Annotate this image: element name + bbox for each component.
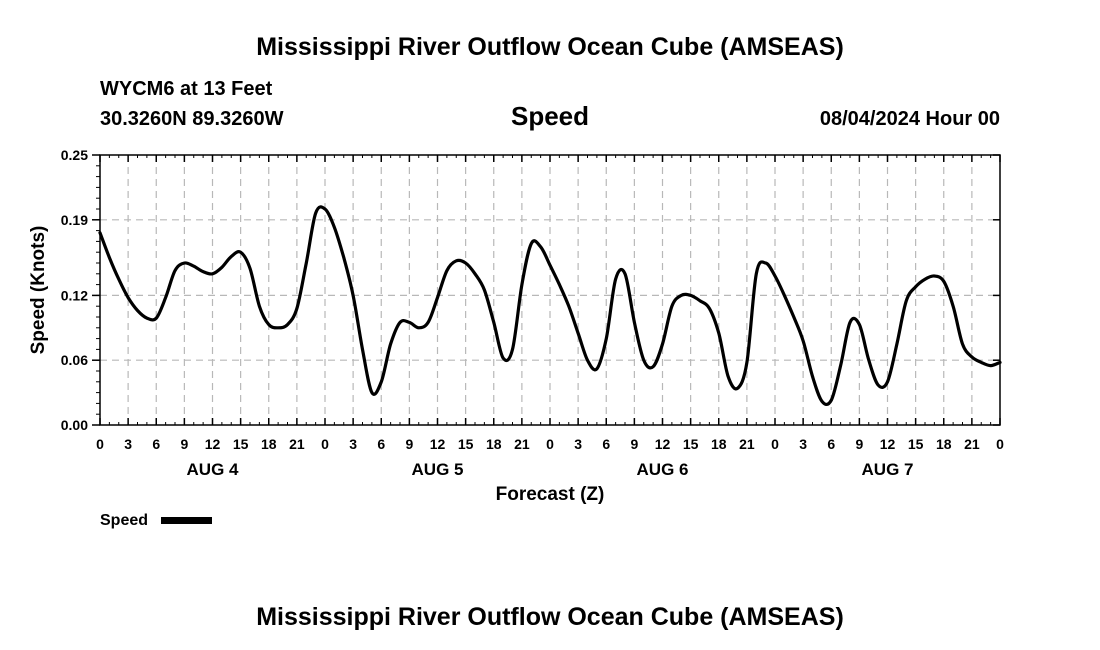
panel-title: Speed bbox=[511, 101, 589, 131]
x-tick-label: 21 bbox=[739, 436, 755, 452]
x-tick-label: 6 bbox=[827, 436, 835, 452]
day-label: AUG 5 bbox=[412, 460, 464, 479]
x-tick-label: 18 bbox=[486, 436, 502, 452]
x-tick-label: 6 bbox=[377, 436, 385, 452]
y-tick-label: 0.06 bbox=[61, 352, 88, 368]
location-label: 30.3260N 89.3260W bbox=[100, 108, 284, 130]
y-axis-title: Speed (Knots) bbox=[28, 226, 49, 355]
x-tick-label: 3 bbox=[124, 436, 132, 452]
axis-ticks bbox=[92, 154, 1001, 426]
x-tick-label: 0 bbox=[546, 436, 554, 452]
x-tick-label: 0 bbox=[321, 436, 329, 452]
day-label: AUG 7 bbox=[862, 460, 914, 479]
x-tick-label: 9 bbox=[405, 436, 413, 452]
x-tick-label: 0 bbox=[996, 436, 1004, 452]
x-tick-label: 18 bbox=[711, 436, 727, 452]
x-tick-label: 0 bbox=[96, 436, 104, 452]
station-label: WYCM6 at 13 Feet bbox=[100, 78, 273, 100]
legend-swatch bbox=[161, 517, 212, 524]
x-tick-label: 15 bbox=[233, 436, 249, 452]
x-tick-label: 9 bbox=[180, 436, 188, 452]
grid bbox=[100, 155, 1000, 425]
x-tick-label: 12 bbox=[880, 436, 896, 452]
y-tick-label: 0.12 bbox=[61, 287, 88, 303]
x-tick-label: 0 bbox=[771, 436, 779, 452]
y-tick-label: 0.00 bbox=[61, 417, 88, 433]
tick-labels: 0 3 6 9 12 15 18 21 0 3 6 9 12 15 18 21 0 3 6 9 12 15 18 21 0 3 6 9… bbox=[61, 147, 1004, 479]
chart-title: Mississippi River Outflow Ocean Cube (AM… bbox=[256, 33, 844, 61]
x-tick-label: 6 bbox=[152, 436, 160, 452]
x-tick-label: 9 bbox=[855, 436, 863, 452]
day-label: AUG 4 bbox=[187, 460, 240, 479]
x-tick-label: 15 bbox=[458, 436, 474, 452]
x-axis-title: Forecast (Z) bbox=[496, 484, 605, 505]
x-tick-label: 3 bbox=[574, 436, 582, 452]
y-tick-label: 0.19 bbox=[61, 212, 88, 228]
x-tick-label: 3 bbox=[349, 436, 357, 452]
date-label: 08/04/2024 Hour 00 bbox=[820, 108, 1000, 130]
x-tick-label: 18 bbox=[936, 436, 952, 452]
x-tick-label: 21 bbox=[514, 436, 530, 452]
x-tick-label: 12 bbox=[205, 436, 221, 452]
x-tick-label: 12 bbox=[655, 436, 671, 452]
x-tick-label: 15 bbox=[683, 436, 699, 452]
x-tick-label: 21 bbox=[964, 436, 980, 452]
legend: Speed bbox=[100, 512, 212, 529]
day-label: AUG 6 bbox=[637, 460, 689, 479]
series-line-speed bbox=[98, 205, 1002, 406]
x-tick-label: 9 bbox=[630, 436, 638, 452]
x-tick-label: 18 bbox=[261, 436, 277, 452]
footer-title: Mississippi River Outflow Ocean Cube (AM… bbox=[256, 603, 844, 631]
x-tick-label: 21 bbox=[289, 436, 305, 452]
x-tick-label: 12 bbox=[430, 436, 446, 452]
x-tick-label: 15 bbox=[908, 436, 924, 452]
y-tick-label: 0.25 bbox=[61, 147, 88, 163]
x-tick-label: 3 bbox=[799, 436, 807, 452]
legend-label: Speed bbox=[100, 512, 148, 529]
x-tick-label: 6 bbox=[602, 436, 610, 452]
